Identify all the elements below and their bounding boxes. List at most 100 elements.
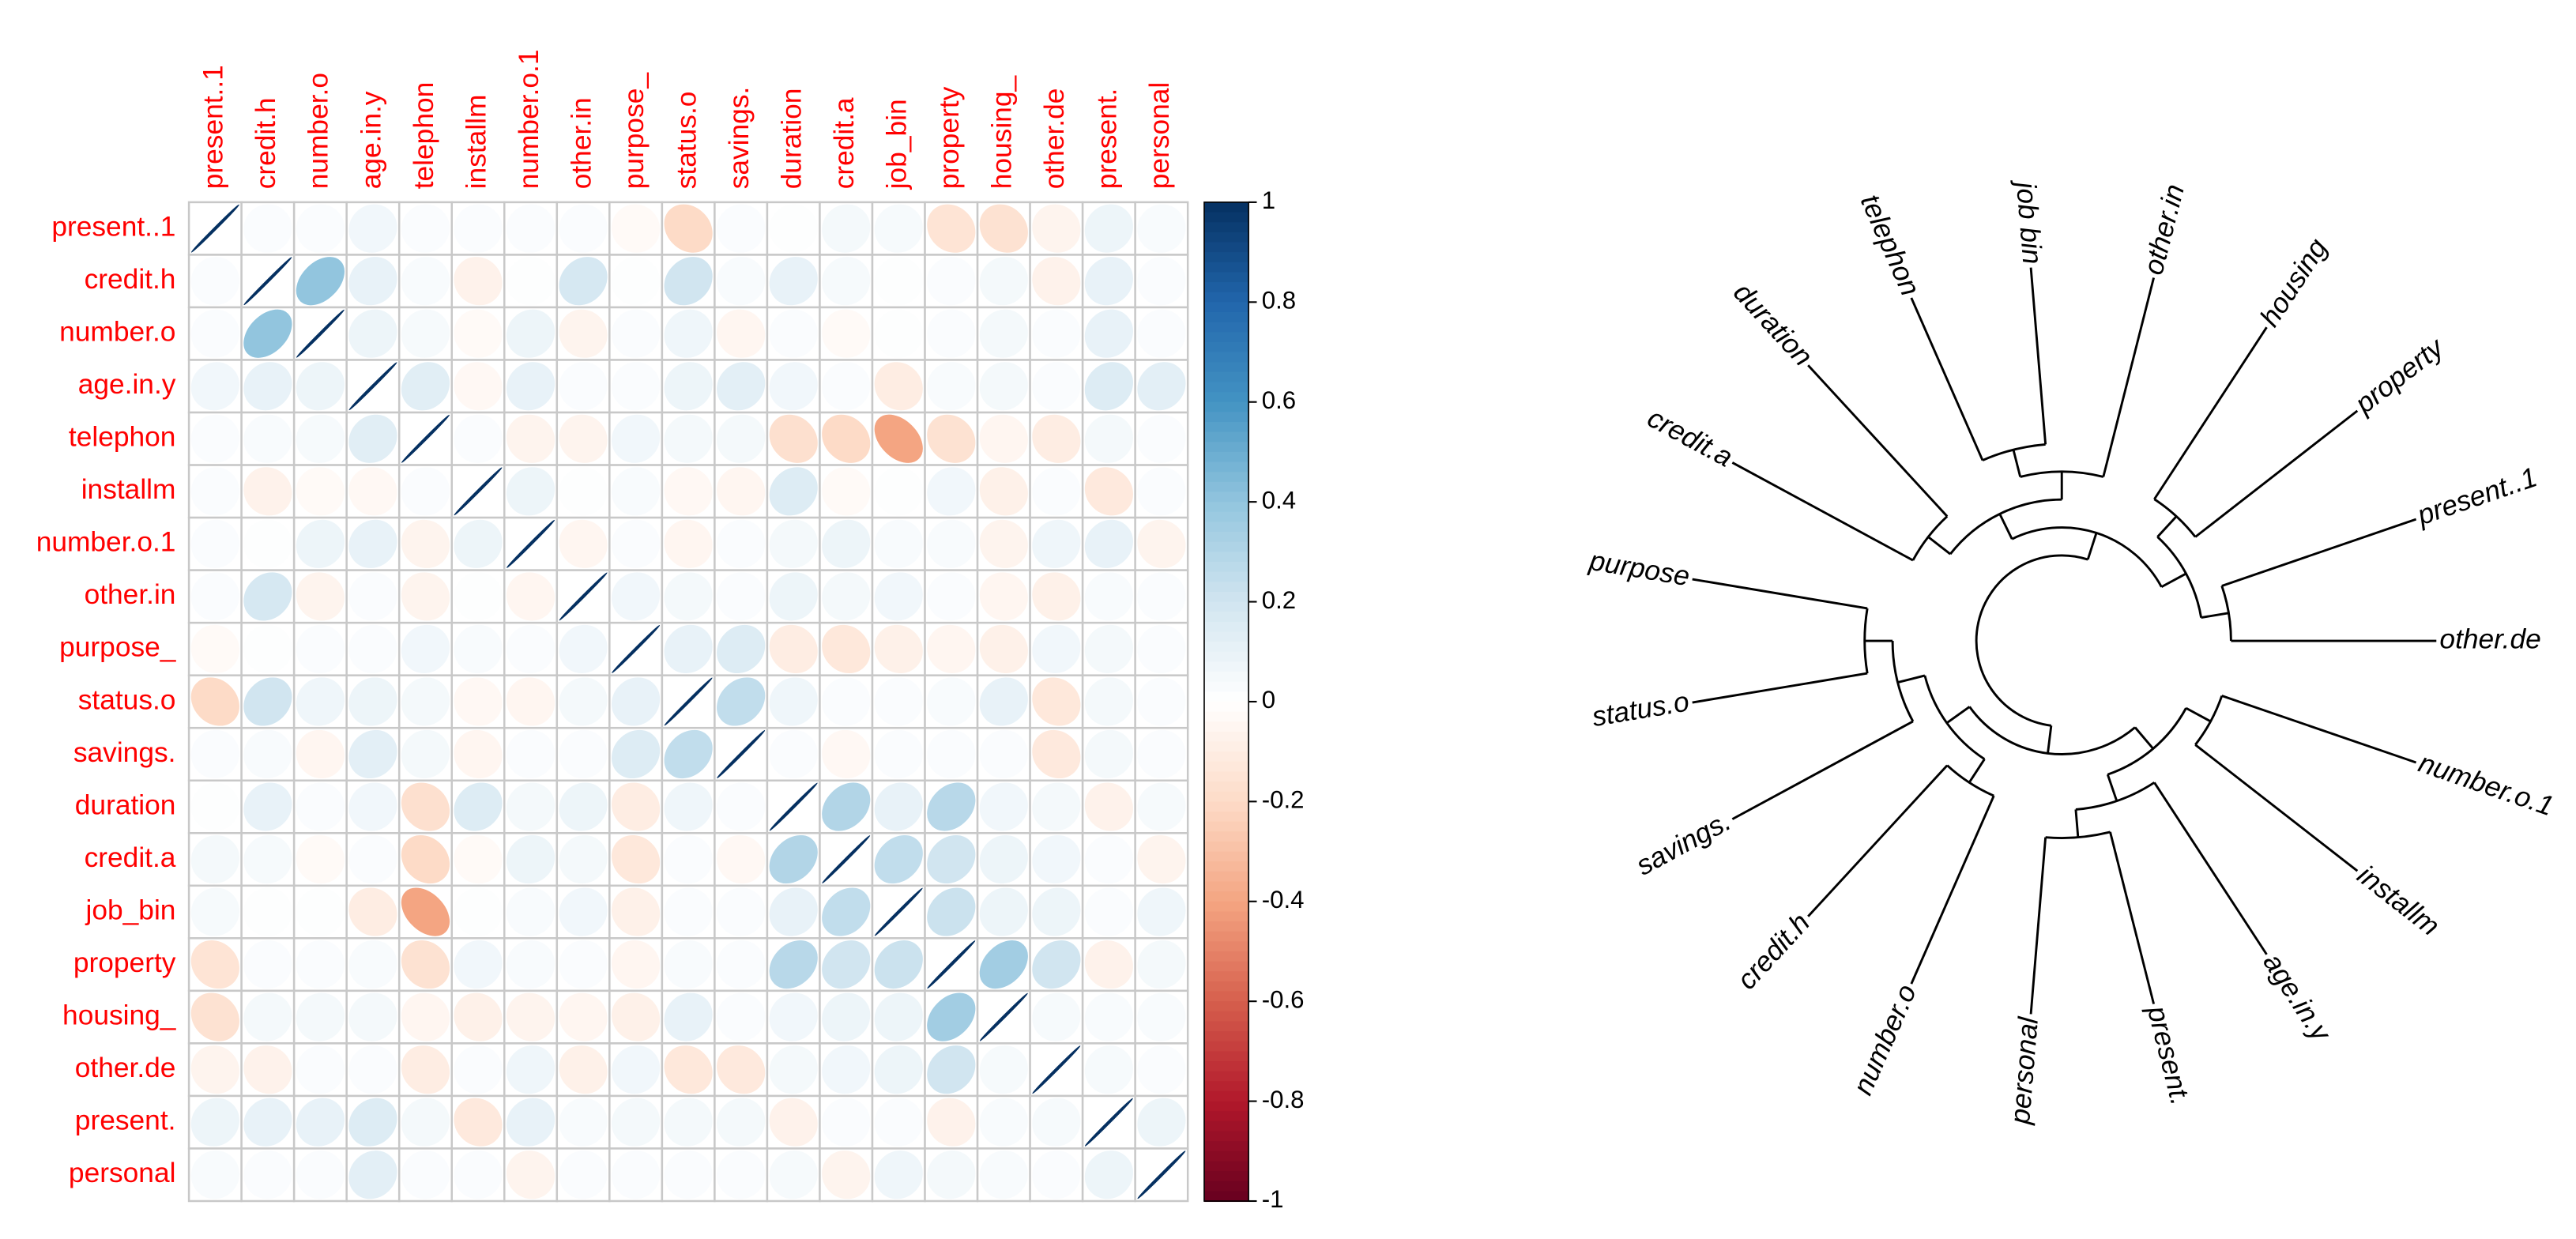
corr-ellipse [506,467,555,516]
branch [1692,672,1868,704]
corr-ellipse [243,624,292,673]
branch [2012,449,2022,477]
corr-ellipse [559,834,608,884]
corr-ellipse [401,782,450,831]
corr-ellipse [1032,940,1081,989]
corr-ellipse [454,362,503,411]
corr-ellipse [664,1150,713,1199]
colorbar-step [1203,731,1249,743]
leaf-label: other.de [2439,623,2540,654]
colorbar-step [1203,262,1249,273]
colorbar-step [1203,272,1249,284]
corr-ellipse [190,467,239,516]
corr-ellipse [979,362,1028,411]
corr-ellipse [454,834,503,884]
corr-ellipse [348,572,397,621]
colorbar-step [1203,1181,1249,1192]
corr-ellipse [612,414,661,463]
leaf-label: status.o [1590,686,1691,732]
corr-ellipse [769,362,818,411]
row-label: credit.a [85,842,176,873]
corr-ellipse [506,309,555,358]
leaf-label: credit.h [1731,907,1816,996]
colorbar-step [1203,571,1249,583]
corr-ellipse [612,887,661,936]
column-label: job_bin [882,99,913,190]
colorbar-step [1203,591,1249,603]
dendrogram-branches [1692,267,2437,1015]
colorbar-step [1203,392,1249,403]
corr-ellipse [874,257,923,306]
colorbar-step [1203,292,1249,303]
corr-ellipse [717,467,766,516]
corr-ellipse [769,624,818,673]
corr-ellipse [454,729,503,779]
corr-ellipse [822,1150,871,1199]
corr-ellipse [348,940,397,989]
corr-ellipse [243,834,292,884]
corr-ellipse [874,309,923,358]
corr-ellipse [401,677,450,726]
corr-ellipse [612,940,661,989]
column-label: other.de [1039,88,1070,190]
corr-ellipse [664,257,713,306]
corr-ellipse [979,834,1028,884]
colorbar-step [1203,891,1249,902]
corr-ellipse [1032,257,1081,306]
branch [1927,536,1952,555]
corr-ellipse [927,362,976,411]
corr-ellipse [874,467,923,516]
corr-ellipse [612,624,661,674]
colorbar-step [1203,282,1249,293]
colorbar-step [1203,561,1249,573]
colorbar-step [1203,931,1249,943]
corr-ellipse [717,309,766,358]
corr-ellipse [822,677,871,726]
corr-ellipse [559,1045,608,1094]
corr-ellipse [769,834,818,884]
corr-ellipse [822,782,871,831]
corr-ellipse [243,204,292,253]
corr-ellipse [769,677,818,726]
corr-ellipse [506,624,555,673]
corr-ellipse [612,1045,661,1094]
colorbar-step [1203,1011,1249,1022]
colorbar-step [1203,451,1249,463]
corr-ellipse [822,1098,871,1147]
corr-ellipse [1084,519,1133,568]
corr-ellipse [506,257,555,306]
column-label: number.o.1 [514,50,544,190]
corr-ellipse [243,257,292,306]
corr-ellipse [401,1150,450,1199]
corr-ellipse [664,940,713,989]
row-label: housing_ [62,1000,177,1030]
colorbar-step [1203,612,1249,623]
corr-ellipse [979,624,1028,673]
corr-ellipse [559,782,608,831]
leaf-label: present..1 [2413,461,2541,531]
corr-ellipse [769,1045,818,1094]
corr-ellipse [769,992,818,1041]
leaf-label: other.in [2138,181,2190,278]
branch [2185,706,2212,723]
corr-ellipse [1032,362,1081,411]
branch [1807,364,1949,518]
colorbar-tick-label: 1 [1262,186,1275,214]
row-label: personal [69,1158,176,1188]
corr-ellipse [664,572,713,621]
colorbar-tick-label: -0.6 [1262,985,1305,1013]
corr-ellipse [717,992,766,1041]
corr-ellipse [1084,414,1133,463]
corr-ellipse [243,572,292,621]
corr-ellipse [874,1098,923,1147]
corr-ellipse [664,729,713,779]
corr-ellipse [1032,204,1081,253]
colorbar-step [1203,362,1249,373]
corr-ellipse [348,1150,397,1199]
corr-ellipse [1137,834,1186,884]
colorbar-step [1203,801,1249,813]
corr-ellipse [927,992,976,1041]
branch [2029,837,2047,1015]
colorbar-step [1203,582,1249,593]
corr-ellipse [612,257,661,306]
